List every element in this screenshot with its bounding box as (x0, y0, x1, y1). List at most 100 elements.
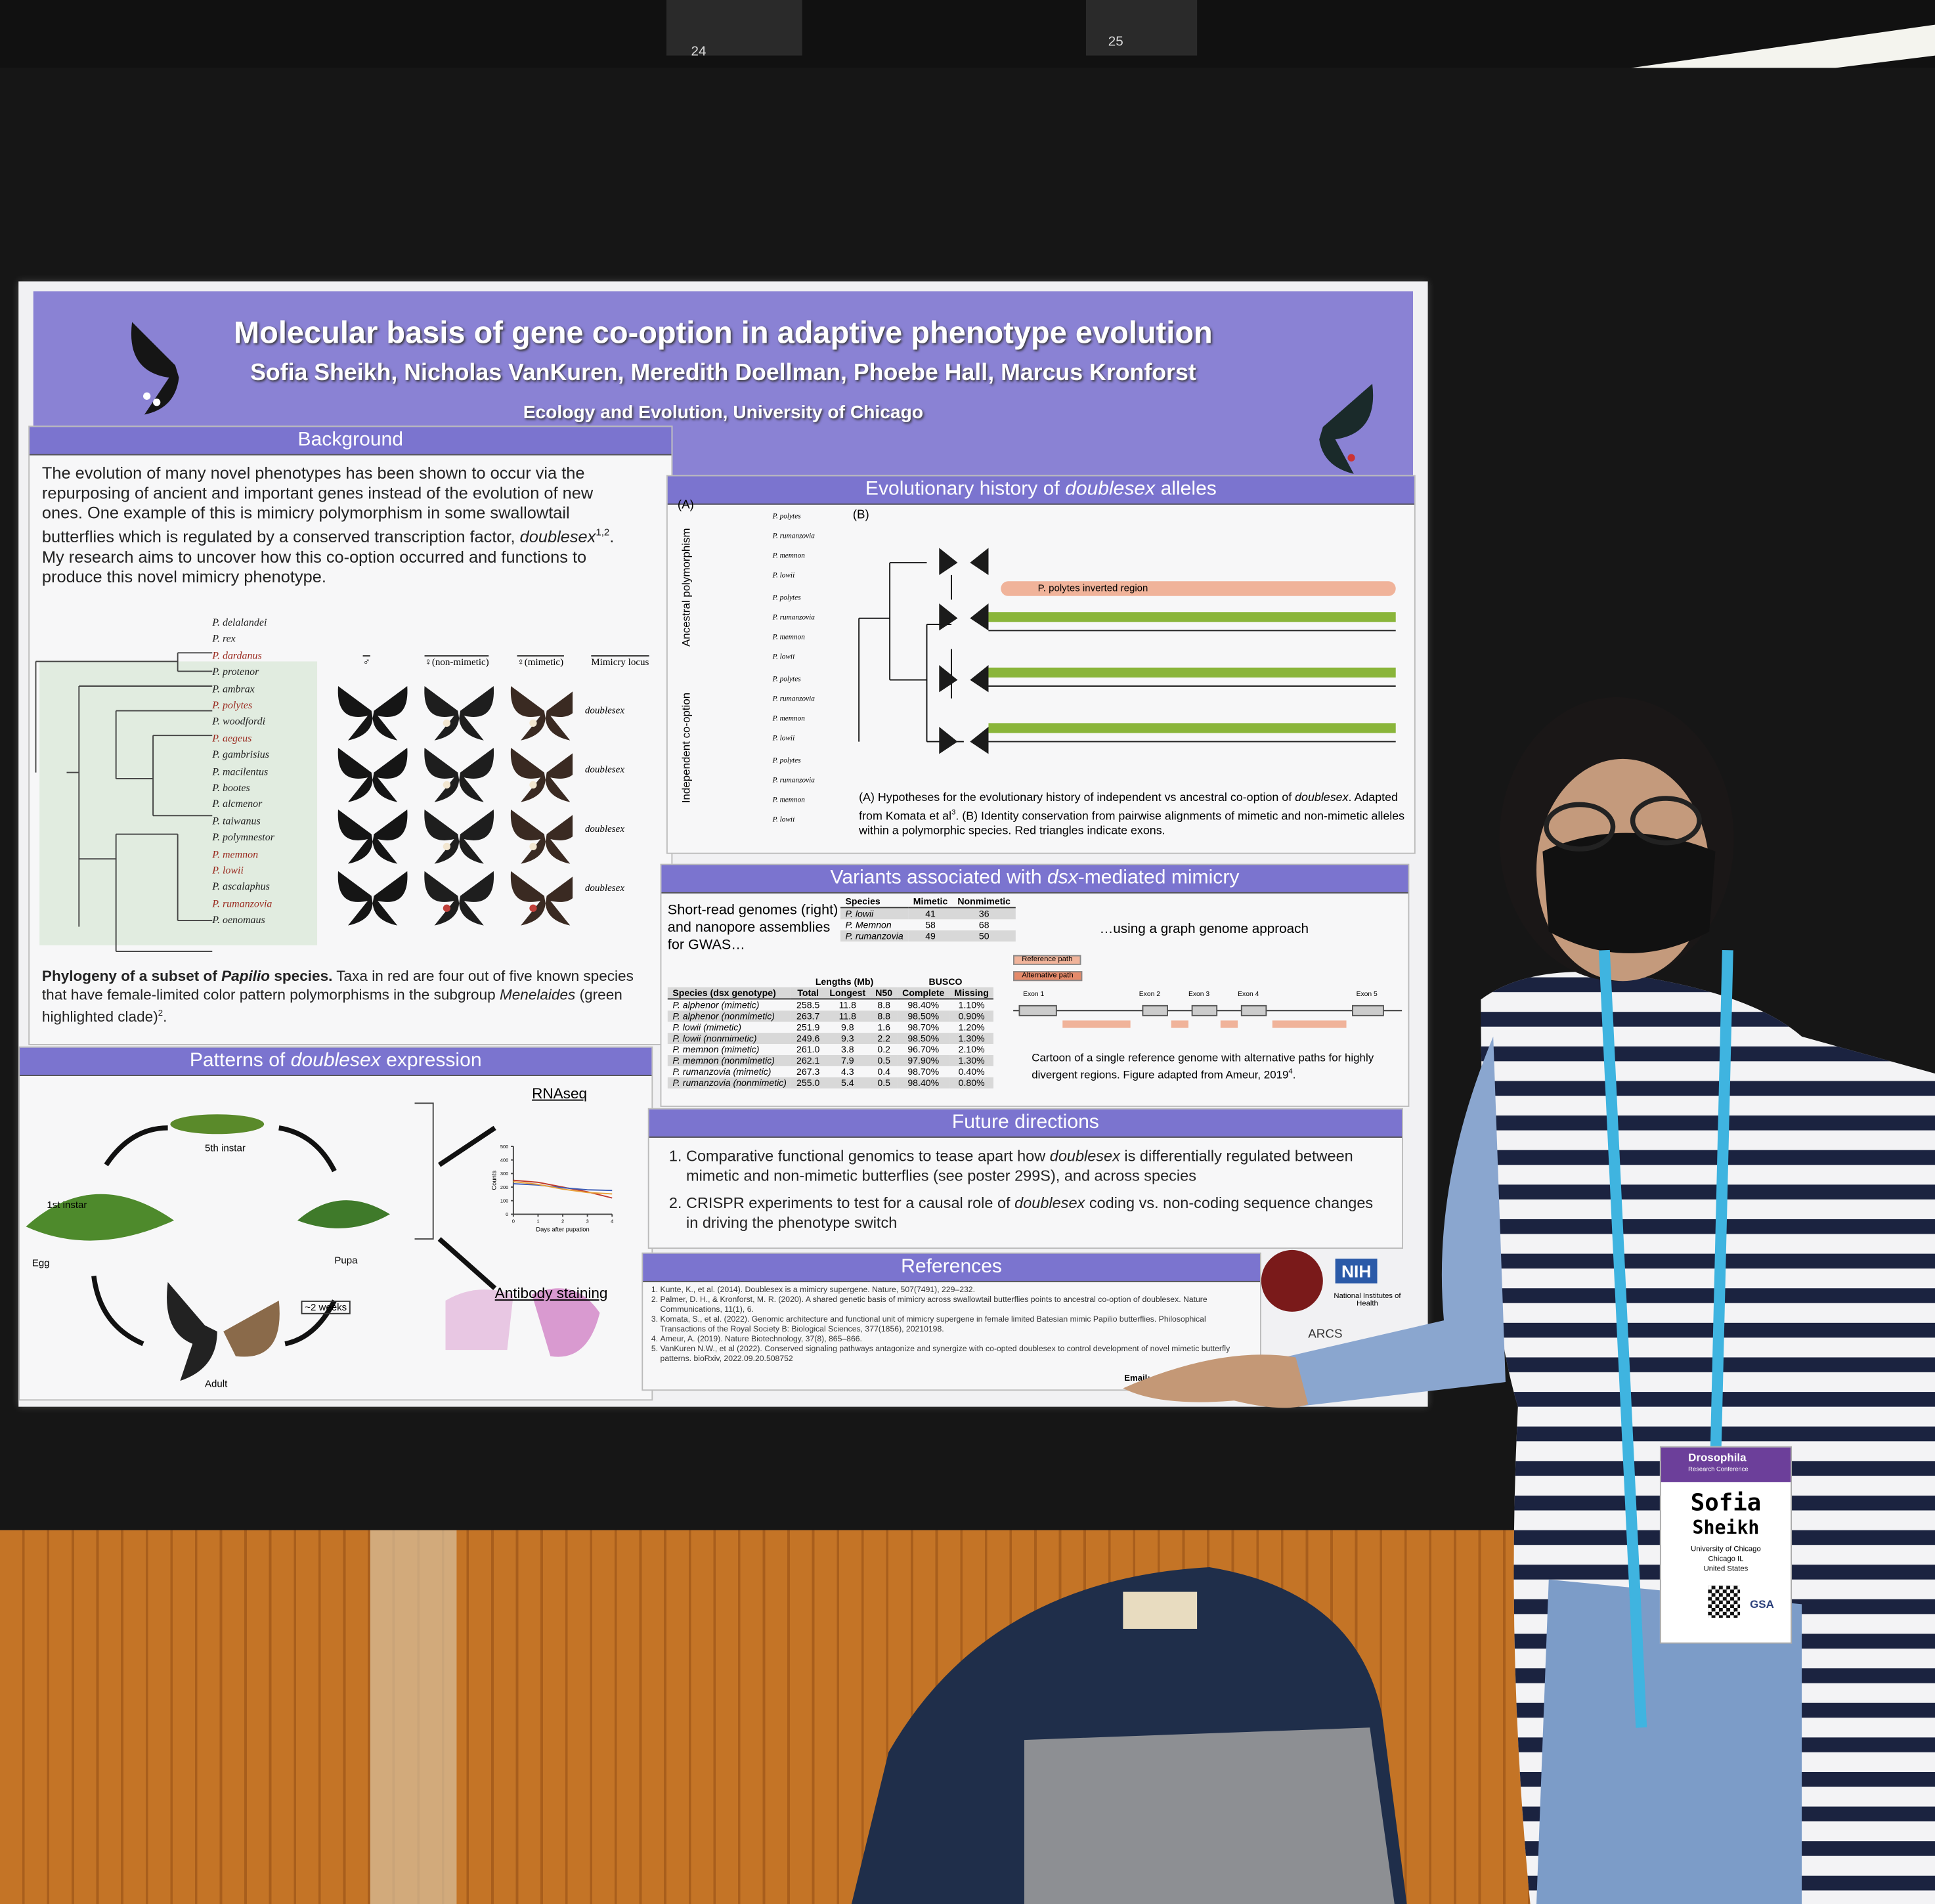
alignment-figure (858, 548, 1396, 754)
future-item: CRISPR experiments to test for a causal … (686, 1193, 1378, 1232)
table-cell: 9.3 (824, 1033, 871, 1045)
evolution-caption: (A) Hypotheses for the evolutionary hist… (859, 791, 1408, 840)
table-row: P. alphenor (mimetic) 258.5 11.8 8.8 98.40% 1… (668, 999, 994, 1010)
text: Comparative functional genomics to tease… (686, 1147, 1046, 1165)
room-number: 25 (1108, 34, 1123, 50)
table-cell: 68 (978, 919, 989, 931)
counts-table: Species Mimetic Nonmimetic P. lowii 41 36 P. M… (840, 896, 1016, 942)
butterfly-icon (1319, 383, 1374, 474)
section-heading: Background (30, 427, 672, 456)
wing-spot (443, 842, 451, 850)
presenter (1123, 697, 1935, 1904)
butterfly (510, 686, 573, 741)
table-row: P. alphenor (nonmimetic) 263.7 11.8 8.8 98.5… (667, 1010, 994, 1022)
table-cell: 98.50% (897, 1010, 949, 1022)
table-cell: 41 (908, 907, 953, 920)
reference-list: Kunte, K., et al. (2014). Doublesex is a… (643, 1286, 1252, 1364)
wing-spot (529, 781, 537, 789)
qr-code (1708, 1586, 1741, 1618)
butterfly (510, 809, 573, 864)
tree-tip: P. memnon (772, 797, 805, 805)
y-tick-label: 300 (500, 1171, 509, 1177)
header-row: Species Mimetic Nonmimetic (840, 896, 1016, 909)
butterfly-grid (337, 686, 573, 926)
arrow (104, 1125, 168, 1167)
section-label: Antibody staining (494, 1284, 608, 1302)
stage-label: 1st instar (47, 1199, 87, 1211)
table-cell: 7.9 (824, 1054, 871, 1066)
y-tick-label: 0 (506, 1211, 508, 1217)
tree-tip: P. lowii (772, 654, 795, 662)
alternative-paths (1062, 1020, 1347, 1028)
text: (A) Hypotheses for the evolutionary hist… (859, 790, 1292, 805)
table-cell: P. lowii (nonmimetic) (667, 1033, 792, 1045)
pipe (1085, 0, 1198, 56)
citation: 4 (1288, 1068, 1293, 1076)
text: Variants associated with (830, 867, 1042, 889)
header-cell: Mimetic (908, 896, 953, 909)
phylogeny (35, 652, 213, 953)
nih-logo: NIH (1335, 1259, 1378, 1284)
graph-genome (1013, 1005, 1402, 1028)
background-text: The evolution of many novel phenotypes h… (42, 464, 634, 587)
pipe (666, 0, 802, 56)
floor-stripe (370, 1530, 457, 1904)
stage-label: Egg (32, 1257, 50, 1269)
butterfly (337, 686, 408, 741)
table-cell: 251.9 (796, 1022, 820, 1033)
header-cell: Longest (824, 987, 871, 1000)
text: . (1292, 1068, 1296, 1081)
table-cell: 98.70% (907, 1066, 940, 1077)
species-label: P. macilentus (212, 764, 269, 777)
table-cell: 3.8 (840, 1044, 854, 1055)
text: is differentially regulated between mime… (686, 1147, 1353, 1185)
text: species. (274, 967, 333, 985)
table-row: P. rumanzovia 49 50 (840, 930, 1016, 942)
table-cell: 0.80% (949, 1077, 994, 1089)
table-cell: 49 (908, 930, 953, 942)
reference: Palmer, D. H., & Kronforst, M. R. (2020)… (661, 1295, 1253, 1315)
y-tick-label: 100 (500, 1198, 509, 1204)
table-cell: 58 (925, 919, 936, 931)
poster-title: Molecular basis of gene co-option in ada… (234, 316, 1213, 351)
group-row: Lengths (Mb) BUSCO (668, 976, 994, 987)
panel-label: (B) (852, 508, 869, 523)
table-cell: 0.5 (870, 1054, 898, 1066)
species-label: P. polymnestor (212, 831, 274, 844)
caterpillar (170, 1114, 265, 1135)
rnaseq-line (513, 1179, 613, 1199)
reference: VanKuren N.W., et al (2022). Conserved s… (661, 1345, 1253, 1365)
tree-tip: P. polytes (772, 594, 801, 603)
table-row: P. rumanzovia (mimetic) 267.3 4.3 0.4 98.70%… (668, 1066, 994, 1077)
table-cell: 262.1 (791, 1054, 825, 1066)
table-cell: 96.70% (907, 1044, 940, 1055)
table-cell: 98.40% (907, 999, 940, 1011)
locus-label: doublesex (584, 882, 625, 894)
species-label: P. rumanzovia (212, 897, 272, 909)
table-row: P. memnon (mimetic) 261.0 3.8 0.2 96.70% 2.10… (668, 1044, 994, 1055)
text: Taxa in red are four out of five known s… (41, 967, 634, 1004)
table-cell: 97.90% (897, 1054, 949, 1066)
exon-label: Exon 1 (1023, 991, 1045, 999)
table-cell: 4.3 (840, 1066, 854, 1077)
wing-spot (443, 719, 451, 727)
table-row: P. Memnon 58 68 (840, 919, 1016, 930)
arrow (438, 1125, 496, 1167)
species-label: P. bootes (212, 781, 250, 794)
poster-header: Molecular basis of gene co-option in ada… (33, 291, 1414, 477)
species-label: P. delalandei (212, 615, 267, 628)
tree-tip: P. polytes (772, 676, 801, 684)
table-cell: 2.2 (870, 1033, 898, 1045)
text: Phylogeny of a subset of (41, 967, 217, 985)
column-headers: ♂ ♀(non-mimetic) ♀(mimetic) Mimicry locus (338, 655, 671, 672)
axis-label: Ancestral polymorphism (680, 528, 693, 647)
locus-label: doublesex (584, 764, 625, 775)
species-label: P. lowii (212, 863, 244, 876)
arrow (284, 1299, 337, 1347)
table-cell: 0.2 (877, 1044, 890, 1055)
species-label: P. oenomaus (212, 913, 265, 926)
table-cell: 98.50% (897, 1033, 949, 1045)
table-row: P. memnon (nonmimetic) 262.1 7.9 0.5 97.90% 1… (667, 1054, 994, 1066)
stage-label: 5th instar (204, 1142, 246, 1154)
table-cell: 255.0 (791, 1077, 825, 1089)
